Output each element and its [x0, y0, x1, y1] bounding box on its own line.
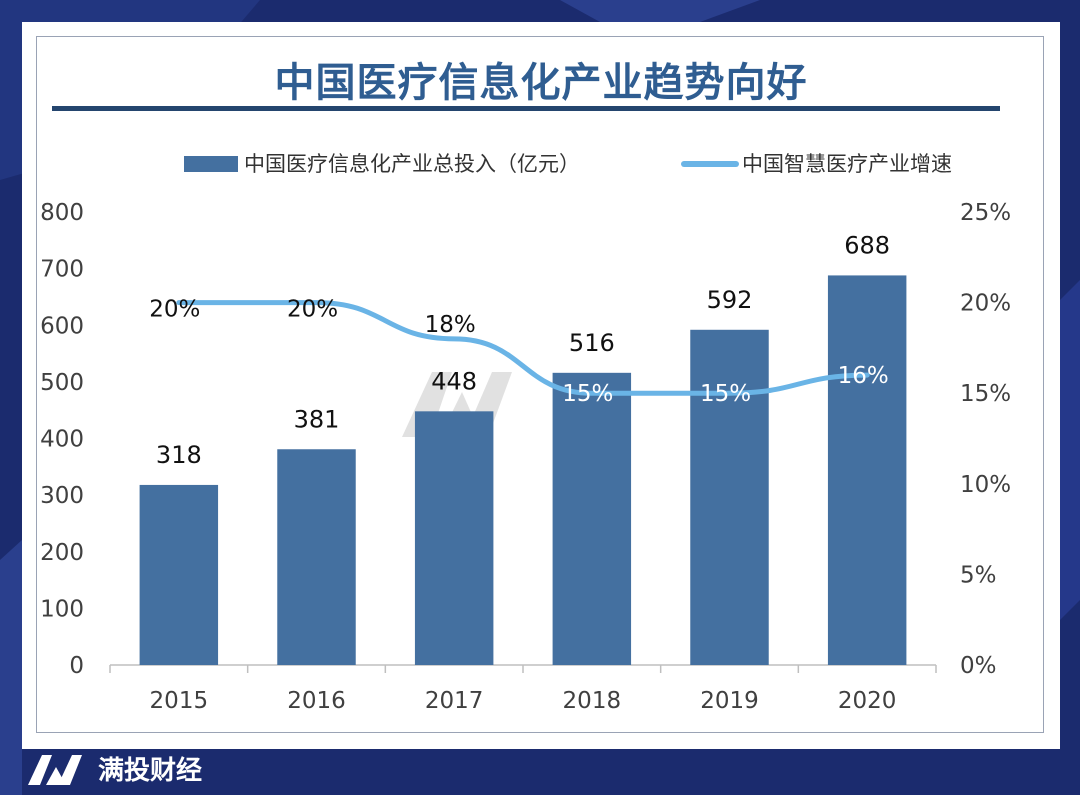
- line-point-label: 15%: [700, 381, 751, 407]
- x-tick-label: 2017: [425, 688, 484, 714]
- chart-card: 中国医疗信息化产业趋势向好 中国医疗信息化产业总投入（亿元） 中国智慧医疗产业增速…: [22, 22, 1060, 749]
- line-point-label: 20%: [149, 297, 200, 323]
- y-left-tick-label: 800: [40, 200, 84, 226]
- bar-value-label: 318: [156, 441, 202, 469]
- line-series: [176, 300, 870, 396]
- bar-value-label: 381: [294, 405, 340, 433]
- x-tick-label: 2020: [838, 688, 897, 714]
- y-left-tick-label: 400: [40, 427, 84, 453]
- bar: [827, 275, 907, 665]
- bar-value-label: 448: [431, 367, 477, 395]
- chart-frame: [36, 36, 1044, 733]
- legend-label-line: 中国智慧医疗产业增速: [742, 152, 952, 176]
- x-tick-label: 2019: [700, 688, 759, 714]
- y-left-tick-label: 700: [40, 257, 84, 283]
- x-tick-label: 2015: [150, 688, 209, 714]
- y-left-tick-label: 600: [40, 313, 84, 339]
- y-right-tick-label: 25%: [960, 200, 1011, 226]
- legend-swatch-bar: [184, 156, 238, 172]
- bar: [690, 329, 769, 665]
- brand-name: 满投财经: [98, 755, 203, 786]
- line-point-label: 16%: [838, 363, 889, 389]
- y-right-tick-label: 0%: [960, 653, 997, 679]
- x-tick-label: 2016: [287, 688, 346, 714]
- brand-logo-icon: [28, 755, 82, 785]
- y-left-tick-label: 500: [40, 370, 84, 396]
- bar: [139, 484, 219, 665]
- y-left-tick-label: 0: [69, 653, 84, 679]
- y-left-tick-label: 300: [40, 483, 84, 509]
- y-right-tick-label: 10%: [960, 472, 1011, 498]
- y-left-tick-label: 100: [40, 596, 84, 622]
- line-point-label: 20%: [287, 297, 338, 323]
- line-point-label: 15%: [562, 381, 613, 407]
- combo-chart: 中国医疗信息化产业总投入（亿元） 中国智慧医疗产业增速 0 100 200 300 400 5…: [40, 152, 1011, 714]
- line-point-label: 18%: [425, 312, 476, 338]
- bar: [414, 411, 494, 665]
- chart-title: 中国医疗信息化产业趋势向好: [274, 59, 808, 106]
- y-right-tick-label: 20%: [960, 291, 1011, 317]
- bar-value-label: 688: [844, 231, 890, 259]
- y-left-tick-label: 200: [40, 540, 84, 566]
- legend-label-bar: 中国医疗信息化产业总投入（亿元）: [244, 152, 580, 176]
- y-right-tick-label: 15%: [960, 381, 1011, 407]
- bar-value-label: 592: [707, 286, 753, 314]
- title-divider: [52, 106, 1000, 111]
- bar: [277, 449, 356, 665]
- y-right-tick-label: 5%: [960, 562, 997, 588]
- bar-value-label: 516: [569, 329, 615, 357]
- x-tick-label: 2018: [563, 688, 622, 714]
- footer-brand: 满投财经: [28, 748, 202, 788]
- bar: [552, 372, 632, 665]
